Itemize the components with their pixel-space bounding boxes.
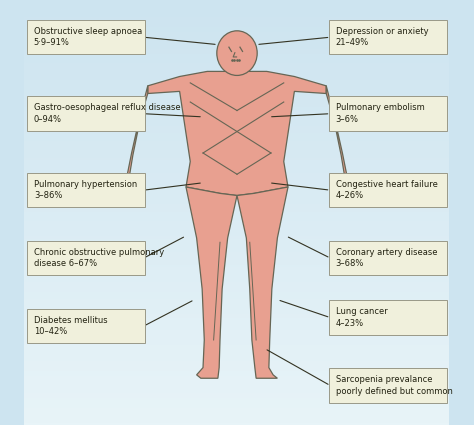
FancyBboxPatch shape (329, 241, 447, 275)
Ellipse shape (116, 185, 128, 201)
FancyBboxPatch shape (27, 309, 145, 343)
Text: Pulmonary hypertension
3–86%: Pulmonary hypertension 3–86% (34, 180, 137, 201)
Polygon shape (326, 86, 354, 189)
Polygon shape (120, 86, 148, 189)
Text: Lung cancer
4–23%: Lung cancer 4–23% (336, 307, 387, 328)
FancyBboxPatch shape (27, 20, 145, 54)
Text: Pulmonary embolism
3–6%: Pulmonary embolism 3–6% (336, 103, 424, 124)
Text: Sarcopenia prevalance
poorly defined but common: Sarcopenia prevalance poorly defined but… (336, 375, 453, 396)
Polygon shape (227, 64, 247, 71)
Ellipse shape (217, 31, 257, 76)
FancyBboxPatch shape (27, 173, 145, 207)
Text: Obstructive sleep apnoea
5·9–91%: Obstructive sleep apnoea 5·9–91% (34, 27, 142, 48)
Text: Depression or anxiety
21–49%: Depression or anxiety 21–49% (336, 27, 428, 48)
FancyBboxPatch shape (27, 96, 145, 131)
FancyBboxPatch shape (329, 368, 447, 403)
Polygon shape (186, 187, 237, 378)
FancyBboxPatch shape (329, 20, 447, 54)
Text: Chronic obstructive pulmonary
disease 6–67%: Chronic obstructive pulmonary disease 6–… (34, 248, 164, 269)
FancyBboxPatch shape (27, 241, 145, 275)
Ellipse shape (346, 185, 358, 201)
Text: Coronary artery disease
3–68%: Coronary artery disease 3–68% (336, 248, 437, 269)
Text: Diabetes mellitus
10–42%: Diabetes mellitus 10–42% (34, 316, 108, 337)
FancyBboxPatch shape (329, 96, 447, 131)
FancyBboxPatch shape (329, 173, 447, 207)
Polygon shape (237, 187, 288, 378)
Text: Gastro-oesophageal reflux disease
0–94%: Gastro-oesophageal reflux disease 0–94% (34, 103, 181, 124)
FancyBboxPatch shape (329, 300, 447, 335)
Polygon shape (148, 71, 326, 196)
Text: Congestive heart failure
4–26%: Congestive heart failure 4–26% (336, 180, 438, 201)
